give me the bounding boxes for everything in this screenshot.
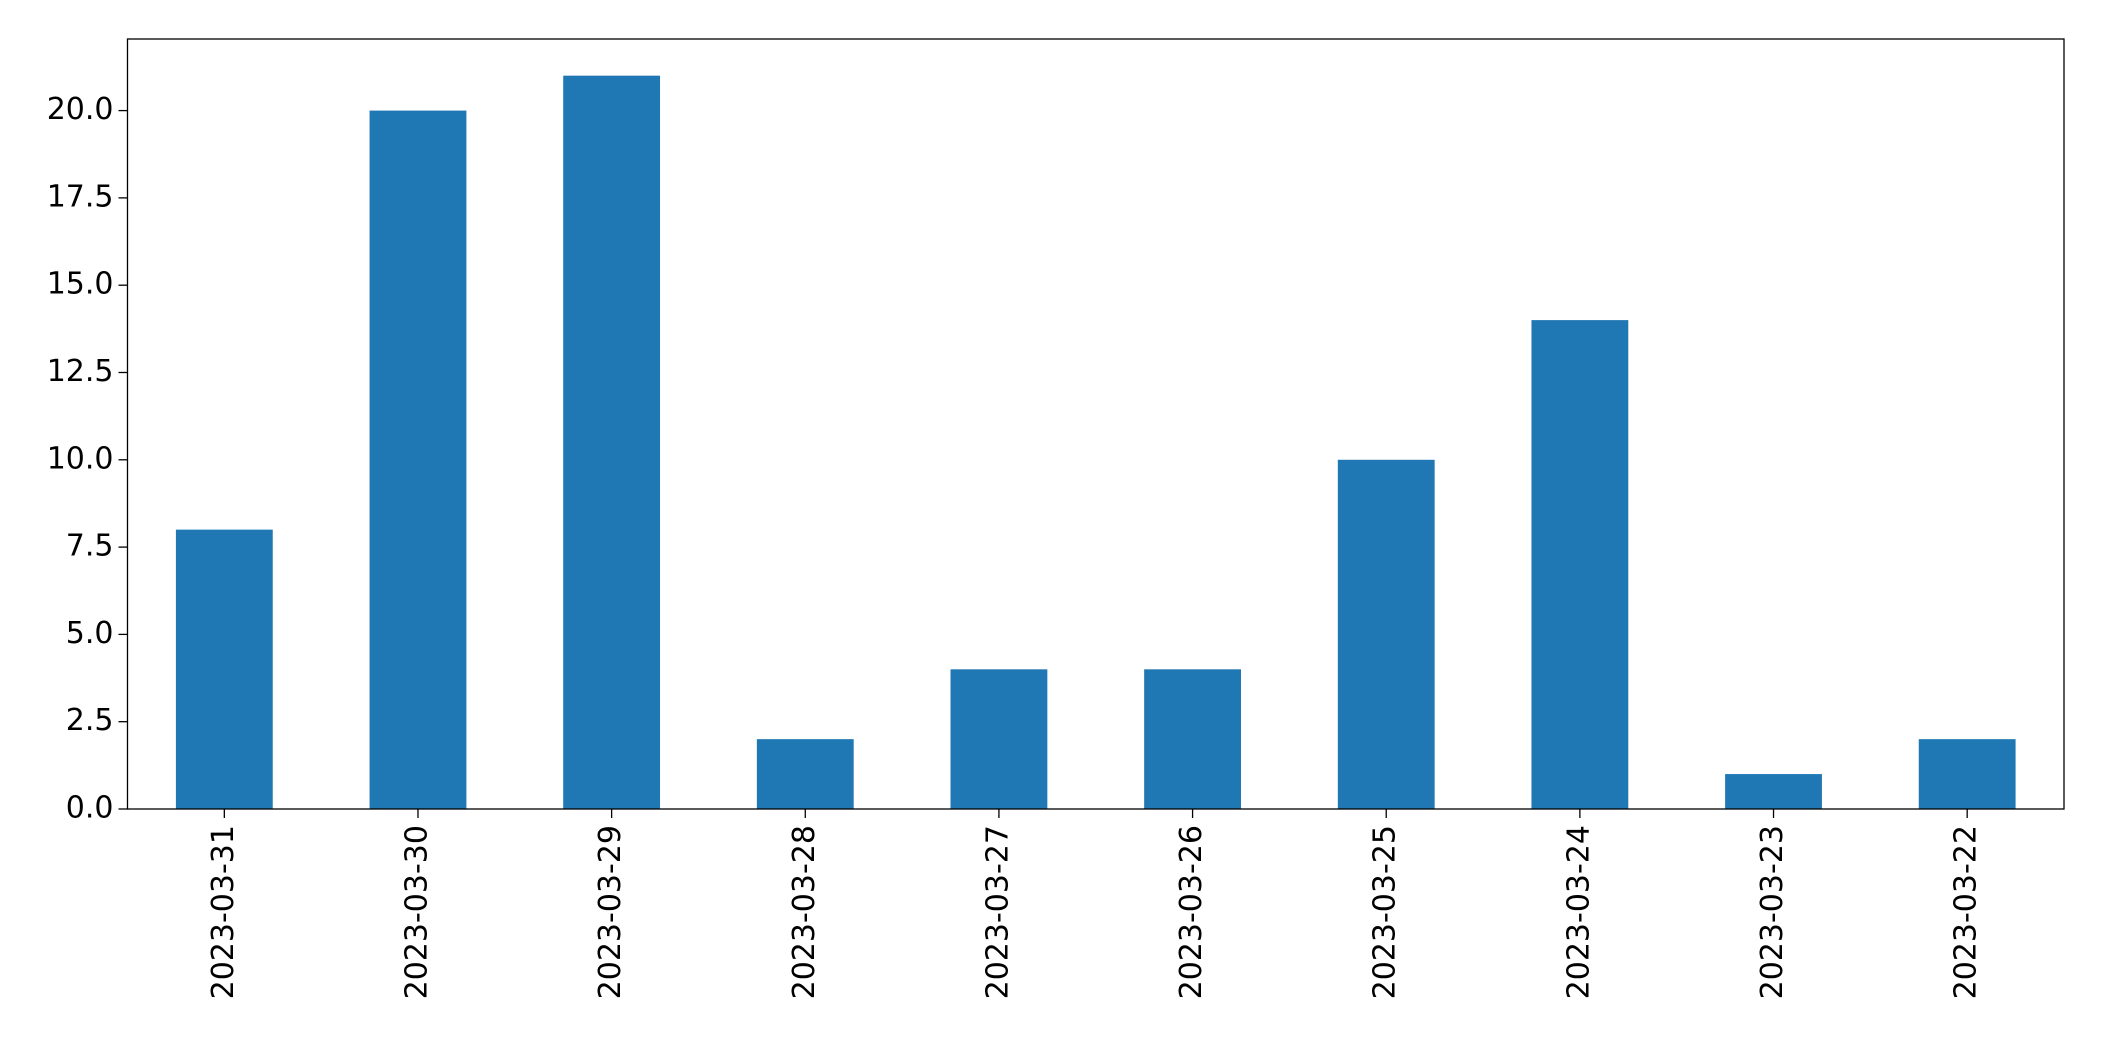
bar <box>756 739 854 809</box>
bar <box>950 669 1048 809</box>
x-tick-label: 2023-03-25 <box>1368 825 1403 999</box>
y-tick-label: 5.0 <box>66 616 114 651</box>
bar <box>369 110 467 810</box>
plot-frame <box>126 38 2065 810</box>
x-tick-label: 2023-03-27 <box>980 825 1015 999</box>
bar <box>1918 739 2016 809</box>
bar <box>1144 669 1241 809</box>
x-tick-label: 2023-03-29 <box>593 825 628 999</box>
y-tick-label: 12.5 <box>47 354 114 389</box>
y-tick-label: 20.0 <box>47 92 114 127</box>
y-tick-label: 17.5 <box>47 179 114 214</box>
bar <box>563 75 661 809</box>
y-tick-label: 15.0 <box>47 267 114 302</box>
y-tick-label: 0.0 <box>66 791 114 826</box>
bar <box>1725 774 1822 809</box>
x-tick-label: 2023-03-22 <box>1949 825 1984 999</box>
bar <box>175 529 273 809</box>
x-tick-label: 2023-03-23 <box>1755 825 1790 999</box>
bar <box>1337 459 1435 809</box>
y-tick-label: 7.5 <box>66 529 114 564</box>
x-tick-label: 2023-03-26 <box>1174 825 1209 999</box>
y-tick-label: 10.0 <box>47 441 114 476</box>
x-tick-label: 2023-03-31 <box>206 825 241 999</box>
x-tick-label: 2023-03-28 <box>787 825 822 999</box>
bar <box>1531 320 1629 809</box>
x-tick-label: 2023-03-24 <box>1561 825 1596 999</box>
x-tick-label: 2023-03-30 <box>399 825 434 999</box>
y-tick-label: 2.5 <box>66 703 114 738</box>
